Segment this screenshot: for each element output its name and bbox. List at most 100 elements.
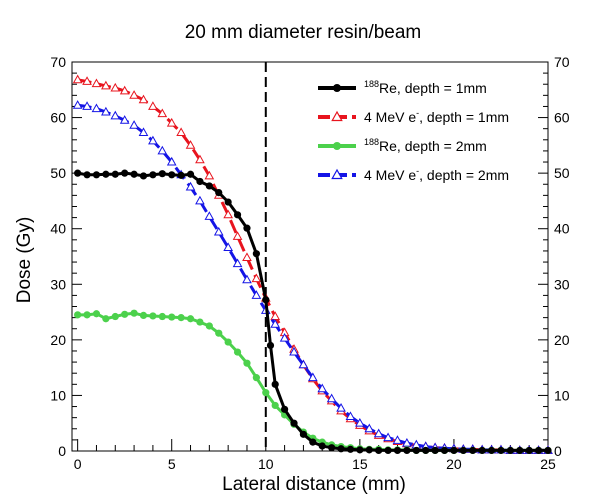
- legend-label-3: 4 MeV e-, depth = 2mm: [364, 166, 509, 183]
- series-0-point: [205, 182, 213, 190]
- series-1-point: [101, 80, 111, 90]
- series-2-point: [196, 318, 204, 326]
- series-3-point: [82, 101, 92, 110]
- series-3-point: [166, 156, 177, 166]
- y-tick-label-left: 60: [50, 110, 66, 126]
- legend-marker-1: [331, 110, 343, 122]
- series-0-point: [393, 446, 402, 455]
- series-3-point: [119, 115, 130, 124]
- series-0-point: [281, 405, 289, 413]
- series-3-point: [185, 181, 196, 191]
- series-2-point: [139, 311, 148, 320]
- series-0-point: [497, 446, 505, 455]
- y-tick-label-right: 70: [554, 54, 570, 70]
- series-3-point: [204, 211, 215, 220]
- series-0-point: [346, 445, 355, 453]
- series-1-point: [195, 154, 205, 164]
- series-0-point: [384, 446, 392, 455]
- series-3-point: [373, 428, 384, 438]
- y-tick-label-left: 70: [50, 54, 66, 70]
- series-3-point: [195, 195, 205, 205]
- series-0-point: [534, 446, 543, 455]
- series-2-point: [271, 401, 279, 410]
- legend: 188Re, depth = 1mm 4 MeV e-, depth = 1mm 1…: [318, 79, 509, 183]
- series-3-point: [129, 120, 139, 129]
- series-3-point: [242, 274, 252, 284]
- series-2-point: [186, 315, 195, 323]
- series-0-point: [158, 170, 166, 178]
- series-0-point: [309, 438, 317, 446]
- series-0-point: [262, 296, 270, 304]
- series-1-point: [185, 140, 196, 149]
- series-2-point: [83, 311, 91, 319]
- series-2-point: [215, 329, 223, 337]
- series-0-point: [121, 169, 129, 177]
- series-0-point: [215, 188, 223, 197]
- series-0-point: [233, 211, 242, 219]
- series-0-point: [412, 446, 420, 455]
- series-2-point: [121, 310, 129, 318]
- y-tick-label-left: 40: [50, 221, 66, 237]
- legend-marker-2: [333, 142, 341, 150]
- series-2-point: [177, 314, 185, 322]
- series-2-point: [74, 311, 82, 319]
- series-2-point: [205, 322, 213, 330]
- series-2-point: [224, 338, 232, 346]
- series-3-point: [251, 290, 262, 299]
- series-0-point: [450, 446, 458, 455]
- series-3-point: [289, 346, 299, 356]
- series-0-point: [196, 177, 204, 186]
- series-0-point: [478, 446, 486, 455]
- series-3-point: [223, 242, 234, 252]
- series-3-point: [307, 372, 318, 382]
- series-3-point: [402, 437, 412, 447]
- series-2-point: [243, 359, 251, 367]
- y-tick-label-right: 20: [554, 332, 570, 348]
- y-tick-label-right: 30: [554, 276, 570, 292]
- series-1-point: [148, 101, 158, 110]
- x-axis-label: Lateral distance (mm): [222, 474, 406, 494]
- series-2-point: [130, 309, 138, 317]
- series-0-point: [139, 172, 148, 180]
- chart-title: 20 mm diameter resin/beam: [185, 22, 422, 43]
- series-1-point: [204, 170, 215, 180]
- series-0-point: [92, 171, 101, 179]
- y-tick-label-right: 0: [554, 443, 562, 459]
- series-0-point: [365, 446, 373, 454]
- y-tick-label-right: 60: [554, 110, 570, 126]
- series-1-point: [91, 78, 102, 88]
- series-0-point: [318, 442, 326, 450]
- series-3-point: [392, 435, 403, 444]
- series-0-point: [328, 444, 336, 452]
- series-line-1: [77, 78, 548, 452]
- series-2-point: [102, 315, 110, 323]
- series-0-point: [506, 446, 514, 455]
- series-3-point: [326, 393, 337, 403]
- y-tick-label-left: 0: [58, 443, 66, 459]
- series-2-point: [158, 312, 166, 321]
- series-0-point: [271, 380, 279, 388]
- series-3-point: [232, 258, 243, 268]
- series-1-point: [223, 209, 234, 219]
- series-0-point: [252, 250, 260, 258]
- legend-marker-3: [331, 168, 343, 180]
- series-0-point: [130, 170, 138, 178]
- series-0-point: [440, 446, 449, 455]
- x-tick-label: 5: [168, 456, 176, 472]
- series-3-point: [110, 110, 121, 120]
- legend-label-2: 188Re, depth = 2mm: [364, 137, 487, 154]
- series-0-point: [186, 170, 195, 178]
- y-tick-label-left: 20: [50, 332, 66, 348]
- series-0-point: [337, 445, 345, 453]
- series-0-point: [299, 430, 308, 438]
- series-0-point: [459, 446, 467, 455]
- series-0-point: [111, 170, 119, 178]
- series-0-point: [516, 446, 524, 455]
- series-3-point: [345, 411, 356, 420]
- series-0-point: [243, 224, 251, 232]
- series-0-point: [168, 171, 176, 179]
- legend-label-1: 4 MeV e-, depth = 1mm: [364, 108, 509, 125]
- series-0-point: [149, 171, 157, 179]
